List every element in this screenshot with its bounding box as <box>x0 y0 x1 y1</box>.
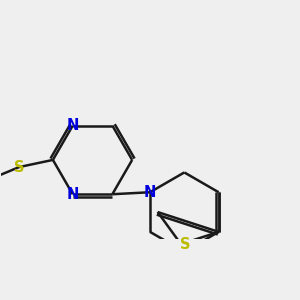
Text: N: N <box>67 187 79 202</box>
Text: S: S <box>14 160 25 175</box>
Text: N: N <box>144 185 156 200</box>
Text: S: S <box>180 237 190 252</box>
Text: N: N <box>67 118 79 133</box>
